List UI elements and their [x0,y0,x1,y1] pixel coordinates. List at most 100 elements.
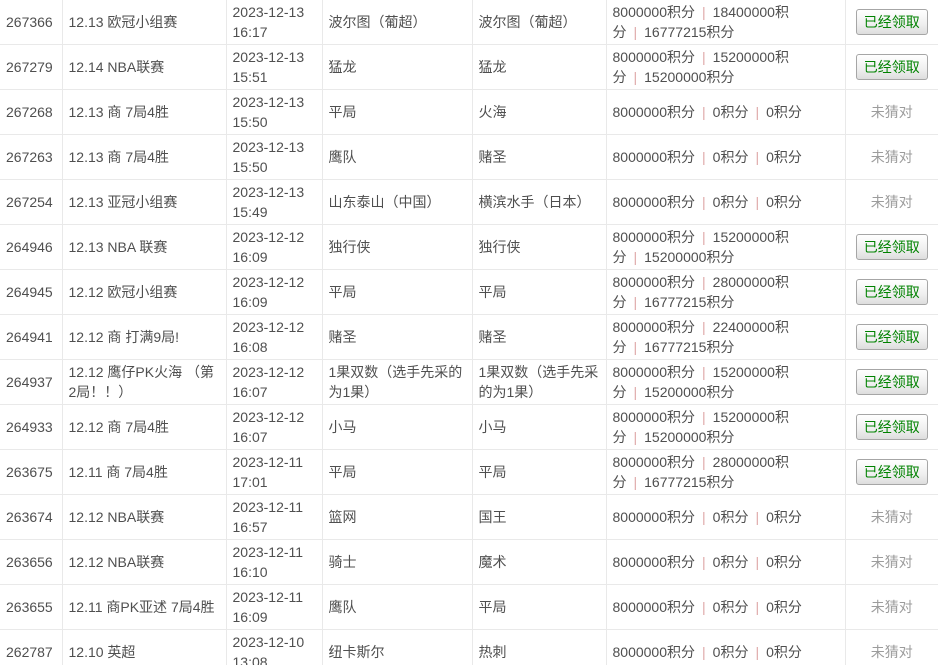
final-points: 15200000积分 [644,384,735,400]
status-cell: 未猜对 [845,89,938,135]
record-id-cell: 264937 [0,359,63,405]
claim-button[interactable]: 已经领取 [855,369,928,395]
final-points: 0积分 [766,509,802,525]
record-id-cell: 267366 [0,0,63,45]
final-points: 16777215积分 [644,294,735,310]
submit-time-cell: 2023-12-11 16:57 [226,494,323,540]
points-cell: 8000000积分 | 28000000积分 | 16777215积分 [606,449,846,495]
table-row: 267254 12.13 亚冠小组赛 2023-12-13 15:49 山东泰山… [0,179,938,225]
submit-date: 2023-12-11 [232,499,304,515]
event-name: 12.13 商 7局4胜 [68,104,169,120]
claim-button[interactable]: 已经领取 [855,234,928,260]
status-cell: 已经领取 [845,224,938,270]
submit-clock: 15:50 [232,114,268,130]
points-cell: 8000000积分 | 0积分 | 0积分 [606,179,846,225]
submit-date: 2023-12-10 [232,634,305,650]
points-cell: 8000000积分 | 18400000积分 | 16777215积分 [606,0,846,45]
event-name: 12.13 亚冠小组赛 [68,194,178,210]
claim-button[interactable]: 已经领取 [855,459,928,485]
event-cell: 12.11 商PK亚述 7局4胜 [62,584,227,630]
table-row: 267279 12.14 NBA联赛 2023-12-13 15:51 猛龙 猛… [0,44,938,90]
result-option: 赌圣 [478,149,507,165]
result-option: 平局 [478,284,507,300]
record-id: 263674 [6,509,53,525]
record-id: 264937 [6,374,53,390]
claim-button[interactable]: 已经领取 [855,414,928,440]
event-cell: 12.12 欧冠小组赛 [62,269,227,315]
bet-points: 8000000积分 [612,554,696,570]
final-points: 16777215积分 [644,24,735,40]
points-separator: | [702,319,706,335]
result-cell: 国王 [472,494,607,540]
table-row: 263656 12.12 NBA联赛 2023-12-11 16:10 骑士 魔… [0,539,938,585]
bet-points: 8000000积分 [612,4,696,20]
missed-status-text: 未猜对 [870,149,913,165]
submit-date: 2023-12-11 [232,589,304,605]
missed-status-text: 未猜对 [870,599,913,615]
status-cell: 已经领取 [845,0,938,45]
final-points: 0积分 [766,554,802,570]
status-cell: 已经领取 [845,449,938,495]
event-name: 12.11 商 7局4胜 [68,464,168,480]
submit-clock: 16:09 [232,294,268,310]
win-points: 22400000积分 [612,319,789,355]
record-id-cell: 263655 [0,584,63,630]
points-separator: | [633,249,638,265]
win-points: 0积分 [712,194,749,210]
record-id: 262787 [6,644,53,660]
pick-cell: 平局 [322,449,473,495]
points-separator: | [702,454,706,470]
result-cell: 波尔图（葡超） [472,0,607,45]
result-option: 平局 [478,464,507,480]
submit-time-cell: 2023-12-12 16:09 [226,269,323,315]
points-separator: | [702,194,706,210]
submit-clock: 15:49 [232,204,268,220]
result-cell: 横滨水手（日本） [472,179,607,225]
result-option: 火海 [478,104,507,120]
points-separator: | [702,4,706,20]
status-cell: 已经领取 [845,269,938,315]
submit-date: 2023-12-11 [232,454,304,470]
result-cell: 赌圣 [472,134,607,180]
record-id: 264946 [6,239,53,255]
final-points: 0积分 [766,149,802,165]
pick-option: 纽卡斯尔 [328,644,385,660]
event-cell: 12.12 鹰仔PK火海 （第2局！！） [62,359,227,405]
points-separator: | [755,599,760,615]
points-cell: 8000000积分 | 0积分 | 0积分 [606,494,846,540]
pick-option: 1果双数（选手先采的为1果） [328,364,463,400]
result-option: 猛龙 [478,59,507,75]
event-cell: 12.12 商 7局4胜 [62,404,227,450]
claim-button[interactable]: 已经领取 [855,279,928,305]
event-name: 12.14 NBA联赛 [68,59,165,75]
record-id-cell: 264945 [0,269,63,315]
submit-time-cell: 2023-12-11 17:01 [226,449,323,495]
final-points: 0积分 [766,644,802,660]
status-cell: 未猜对 [845,584,938,630]
points-separator: | [702,104,706,120]
points-separator: | [702,364,706,380]
points-separator: | [633,429,638,445]
pick-cell: 鹰队 [322,134,473,180]
record-id-cell: 267268 [0,89,63,135]
record-id-cell: 267254 [0,179,63,225]
pick-option: 鹰队 [328,149,357,165]
points-separator: | [702,49,706,65]
points-separator: | [755,149,760,165]
record-id-cell: 262787 [0,629,63,665]
submit-time-cell: 2023-12-13 15:49 [226,179,323,225]
win-points: 0积分 [712,509,749,525]
claim-button[interactable]: 已经领取 [855,324,928,350]
submit-clock: 16:07 [232,384,268,400]
event-cell: 12.13 商 7局4胜 [62,89,227,135]
points-separator: | [702,599,706,615]
points-cell: 8000000积分 | 15200000积分 | 15200000积分 [606,404,846,450]
claim-button[interactable]: 已经领取 [855,54,928,80]
pick-option: 山东泰山（中国） [328,194,441,210]
missed-status-text: 未猜对 [870,194,913,210]
table-row: 264941 12.12 商 打满9局! 2023-12-12 16:08 赌圣… [0,314,938,360]
status-cell: 已经领取 [845,404,938,450]
table-row: 264945 12.12 欧冠小组赛 2023-12-12 16:09 平局 平… [0,269,938,315]
claim-button[interactable]: 已经领取 [855,9,928,35]
result-cell: 魔术 [472,539,607,585]
